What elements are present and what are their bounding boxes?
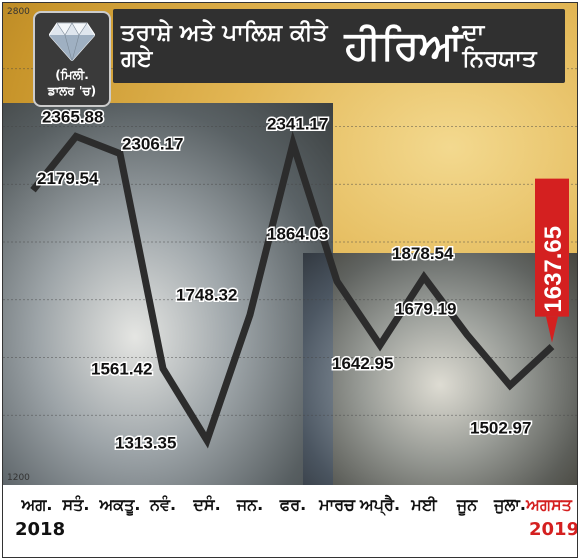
unit-line-2: ਡਾਲਰ 'ਚ) — [47, 84, 97, 98]
data-label: 1748.32 — [176, 286, 237, 305]
data-label: 1561.42 — [91, 360, 152, 379]
data-label: 2341.17 — [267, 114, 328, 133]
title-banner: ਤਰਾਸ਼ੇ ਅਤੇ ਪਾਲਿਸ਼ ਕੀਤੇ ਗਏ ਹੀਰਿਆਂ ਦਾ ਨਿਰਯ… — [113, 9, 565, 83]
x-tick-label: ਮਈ — [411, 495, 437, 514]
y-tick-max: 2800 — [7, 7, 30, 17]
diamond-background-left — [3, 103, 333, 493]
x-tick-label: ਜੂਨ — [456, 495, 478, 514]
diamond-icon — [49, 22, 95, 61]
data-label-highlight: 1637.65 — [540, 226, 567, 313]
x-tick-label: ਅਕਤੂ. — [99, 495, 141, 514]
year-label-start: 2018 — [15, 519, 66, 540]
data-label: 2306.17 — [122, 135, 183, 154]
diamond-logo: (ਮਿਲੀ. ਡਾਲਰ 'ਚ) — [33, 11, 111, 107]
title-part-1: ਤਰਾਸ਼ੇ ਅਤੇ ਪਾਲਿਸ਼ ਕੀਤੇ ਗਏ — [121, 20, 328, 72]
data-label: 1878.54 — [392, 244, 454, 263]
x-tick-label: ਜਨ. — [236, 495, 264, 514]
data-label: 2179.54 — [37, 169, 99, 188]
line-chart: 2179.54 2365.88 2306.17 1561.42 1313.35 1748.… — [3, 68, 577, 454]
data-label: 1642.95 — [332, 354, 393, 373]
x-tick-label: ਜੁਲਾ. — [494, 495, 526, 514]
data-label: 1864.03 — [267, 224, 328, 243]
x-tick-label: ਅਪ੍ਰੈ. — [359, 495, 401, 514]
x-tick-label: ਫਰ. — [279, 495, 307, 514]
data-label: 1679.19 — [395, 300, 456, 319]
x-axis: ਅਗ. ਸਤੰ. ਅਕਤੂ. ਨਵੰ. ਦਸੰ. ਜਨ. ਫਰ. ਮਾਰਚ ਅਪ੍ਰੈ. ਮਈ ਜੂ… — [3, 485, 577, 557]
unit-line-1: (ਮਿਲੀ. — [55, 68, 89, 82]
x-tick-label: ਦਸੰ. — [193, 495, 221, 514]
x-tick-label: ਮਾਰਚ — [319, 495, 355, 514]
unit-label: (ਮਿਲੀ. ਡਾਲਰ 'ਚ) — [35, 67, 109, 99]
x-tick-label: ਅਗ. — [21, 495, 53, 514]
series-line — [30, 130, 555, 449]
y-tick-min: 1200 — [7, 473, 30, 483]
year-label-end: 2019 — [529, 519, 578, 540]
title-part-2: ਹੀਰਿਆਂ — [344, 23, 463, 69]
title-part-3: ਦਾ ਨਿਰਯਾਤ — [462, 20, 537, 72]
data-label: 2365.88 — [42, 107, 103, 126]
highlight-callout — [535, 178, 569, 317]
data-label: 1502.97 — [470, 419, 531, 438]
x-tick-label: ਅਗਸਤ — [526, 495, 572, 514]
x-tick-label: ਸਤੰ. — [62, 495, 90, 514]
plot-area — [3, 3, 577, 493]
data-label: 1313.35 — [115, 433, 176, 452]
chart-title: ਤਰਾਸ਼ੇ ਅਤੇ ਪਾਲਿਸ਼ ਕੀਤੇ ਗਏ ਹੀਰਿਆਂ ਦਾ ਨਿਰਯ… — [121, 9, 557, 83]
x-tick-label: ਨਵੰ. — [149, 495, 177, 514]
highlight-pointer — [546, 316, 558, 343]
